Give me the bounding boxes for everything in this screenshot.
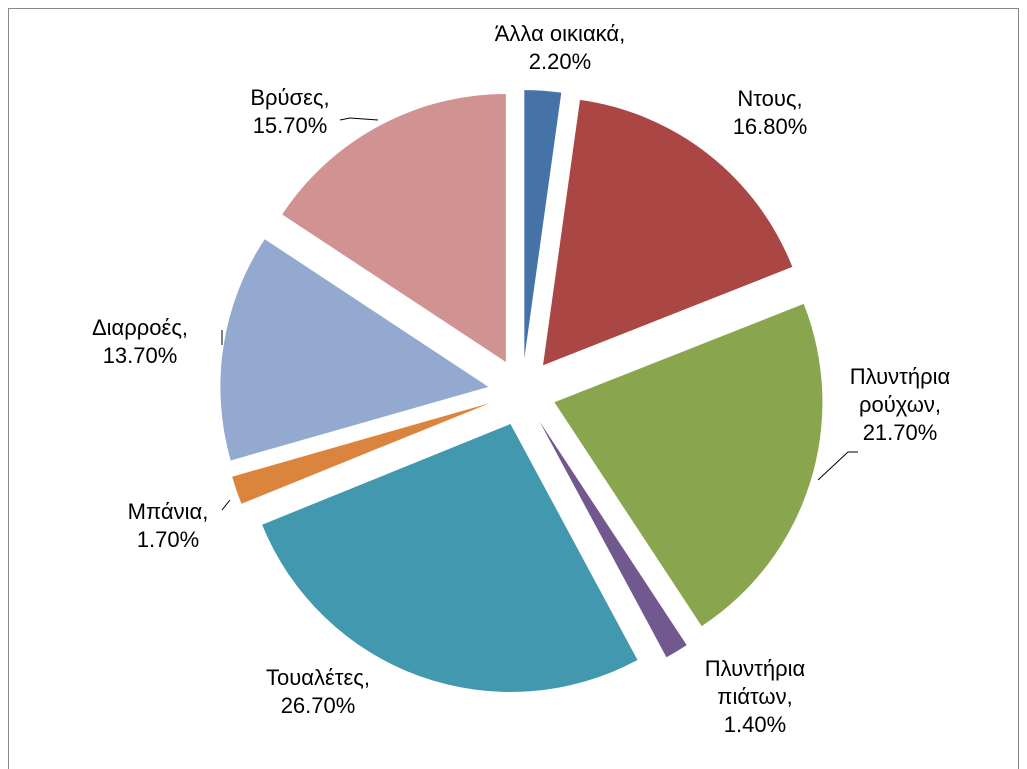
data-label: Διαρροές, 13.70%: [55, 314, 225, 370]
pie-slice: [232, 403, 490, 504]
category-label: Πλυντήρια ρούχων,: [849, 364, 951, 417]
category-label: Ντους,: [737, 86, 803, 111]
data-label: Τουαλέτες, 26.70%: [233, 664, 403, 720]
data-label: Πλυντήρια ρούχων, 21.70%: [815, 363, 985, 447]
data-label: Βρύσες, 15.70%: [205, 84, 375, 140]
value-label: 16.80%: [732, 114, 808, 139]
category-label: Άλλα οικιακά,: [494, 21, 626, 46]
data-label: Άλλα οικιακά, 2.20%: [475, 20, 645, 76]
pie-slice: [262, 423, 638, 692]
value-label: 21.70%: [862, 420, 938, 445]
pie-slice: [554, 303, 823, 627]
category-label: Πλυντήρια πιάτων,: [704, 656, 806, 709]
category-label: Βρύσες,: [250, 85, 330, 110]
leader-line: [339, 117, 379, 121]
value-label: 26.70%: [280, 693, 356, 718]
value-label: 2.20%: [528, 49, 592, 74]
data-label: Μπάνια, 1.70%: [83, 498, 253, 554]
value-label: 1.70%: [136, 527, 200, 552]
leader-line: [817, 451, 858, 481]
value-label: 13.70%: [102, 343, 178, 368]
value-label: 1.40%: [723, 712, 787, 737]
pie-slice: [524, 90, 562, 359]
value-label: 15.70%: [252, 113, 328, 138]
pie-slice: [539, 421, 687, 658]
category-label: Διαρροές,: [91, 315, 189, 340]
data-label: Πλυντήρια πιάτων, 1.40%: [670, 655, 840, 739]
category-label: Τουαλέτες,: [265, 665, 371, 690]
data-label: Ντους, 16.80%: [685, 85, 855, 141]
frame: [8, 8, 1019, 769]
leader-line: [221, 499, 231, 511]
pie-slice: [220, 239, 489, 461]
pie-slice: [543, 99, 793, 366]
pie-slice: [282, 94, 506, 363]
category-label: Μπάνια,: [127, 499, 209, 524]
